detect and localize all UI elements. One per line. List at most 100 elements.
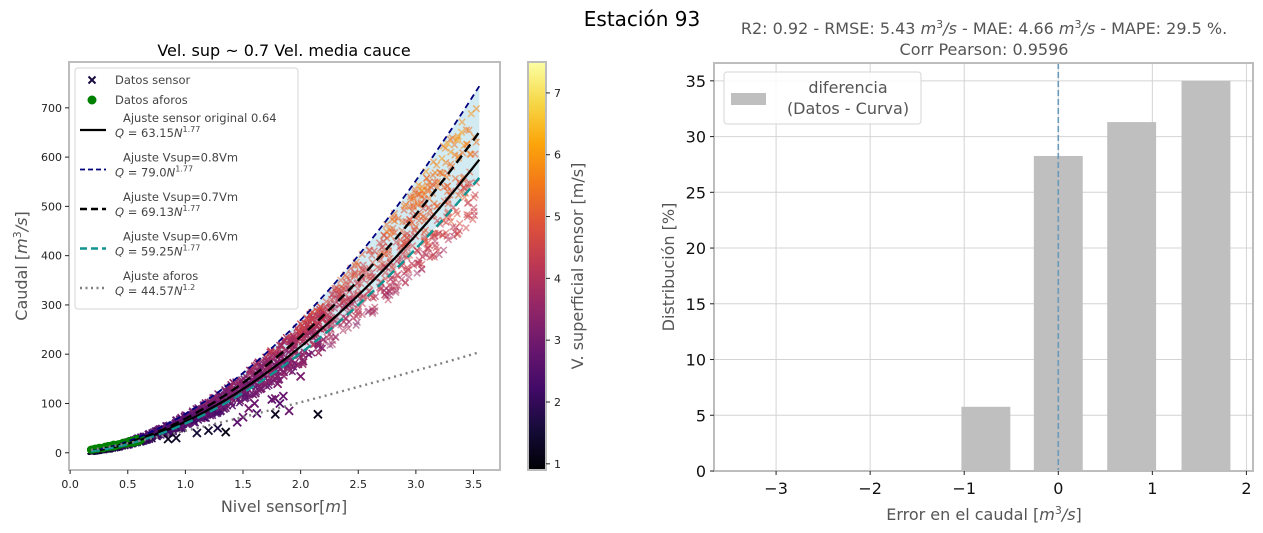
sensor-point [394,282,403,290]
sensor-point [382,220,391,229]
legend-label-datos-sensor: Datos sensor [115,73,190,87]
left-y-tick-label: 700 [41,102,62,115]
legend-label-datos-aforos: Datos aforos [115,93,188,107]
sensor-point [256,363,264,371]
left-x-tick-label: 0.0 [61,478,79,491]
sensor-outlier-point [213,423,223,433]
left-y-ticks: 0 100 200 300 400 500 600 700 [41,102,69,460]
fit-curve-0 [90,159,481,453]
sensor-point [459,184,468,192]
sensor-point [214,409,222,418]
left-x-tick-label: 3.5 [465,478,483,491]
left-legend: Datos sensor Datos aforos Ajuste sensor or… [74,67,299,310]
sensor-point [405,273,413,281]
sensor-point [440,183,448,191]
sensor-point [337,283,345,291]
sensor-outlier-point [255,384,265,394]
legend-aforos-marker-icon [87,95,97,105]
right-chart-title-line2: Corr Pearson: 0.9596 [900,40,1069,59]
sensor-point [449,223,457,231]
sensor-point [368,251,376,260]
sensor-point [375,239,384,247]
sensor-point [258,362,266,371]
right-chart: R2: 0.92 - RMSE: 5.43 m3/s - MAE: 4.66 m… [659,18,1254,524]
left-y-axis-label: Caudal [m3/s] [11,211,31,320]
sensor-point [369,307,377,316]
left-x-tick-label: 0.5 [119,478,137,491]
sensor-point [403,234,411,242]
sensor-point [396,236,405,244]
sensor-point [406,216,414,224]
sensor-point [391,288,400,297]
colorbar-tick-label: 3 [554,334,561,347]
sensor-point [299,324,308,333]
colorbar-tick-label: 5 [554,211,561,224]
right-plot-area [961,63,1231,471]
left-x-tick-label: 1.0 [177,478,195,491]
sensor-point [381,249,389,258]
right-y-tick-label: 15 [686,295,706,314]
fit-curve-4 [90,351,480,452]
sensor-point [295,360,303,369]
sensor-point [444,196,452,205]
sensor-point [382,292,390,301]
colorbar-tick-label: 2 [554,396,561,409]
right-y-tick-label: 0 [696,462,706,481]
sensor-point [431,232,439,240]
colorbar-gradient [527,61,547,471]
left-x-tick-label: 2.0 [292,478,310,491]
sensor-point [391,275,400,284]
sensor-point [339,326,347,335]
sensor-point [454,229,462,238]
sensor-point [418,253,427,261]
right-legend-label-line1: diferencia [808,78,887,97]
sensor-point [446,135,455,143]
sensor-point [386,231,395,240]
sensor-point [413,269,421,277]
sensor-outlier-point [313,409,323,419]
sensor-point [472,104,481,113]
sensor-point [449,232,458,241]
sensor-point [424,238,432,247]
sensor-point [327,333,335,341]
right-y-tick-label: 30 [686,128,706,147]
sensor-outlier-point [163,434,173,444]
right-chart-title-line1: R2: 0.92 - RMSE: 5.43 m3/s - MAE: 4.66 m… [741,18,1227,38]
sensor-point [470,204,478,212]
sensor-point [465,126,473,134]
right-legend-swatch [731,93,766,105]
sensor-point [434,230,442,238]
sensor-point [384,296,392,304]
sensor-point [423,187,431,195]
fit-curve-3 [90,177,481,453]
sensor-point [463,210,471,219]
sensor-point [350,271,359,280]
legend-curve-name: Ajuste Vsup=0.7Vm [123,190,238,204]
sensor-outlier-point [171,433,181,443]
sensor-point [175,415,184,423]
left-x-tick-label: 2.5 [350,478,368,491]
sensor-point [326,341,334,350]
sensor-point [432,243,440,252]
sensor-point [352,307,360,315]
sensor-point [283,361,291,369]
colorbar-tick-label: 7 [554,87,561,100]
sensor-point [377,243,386,252]
sensor-point [471,191,479,199]
sensor-point [409,194,418,203]
right-legend: diferencia (Datos - Curva) [723,71,922,125]
sensor-point [408,207,416,215]
sensor-point [420,228,428,237]
sensor-point [380,231,388,239]
sensor-point [430,178,439,186]
sensor-point [391,228,399,237]
left-legend-frame [74,67,299,310]
sensor-point [319,314,327,322]
left-x-tick-label: 1.5 [234,478,252,491]
sensor-point [409,261,418,270]
sensor-point [428,252,436,261]
right-y-ticks: 0 5 10 15 20 25 30 35 [686,72,714,481]
right-y-tick-label: 10 [686,351,706,370]
sensor-point [462,224,470,232]
sensor-point [414,247,423,256]
